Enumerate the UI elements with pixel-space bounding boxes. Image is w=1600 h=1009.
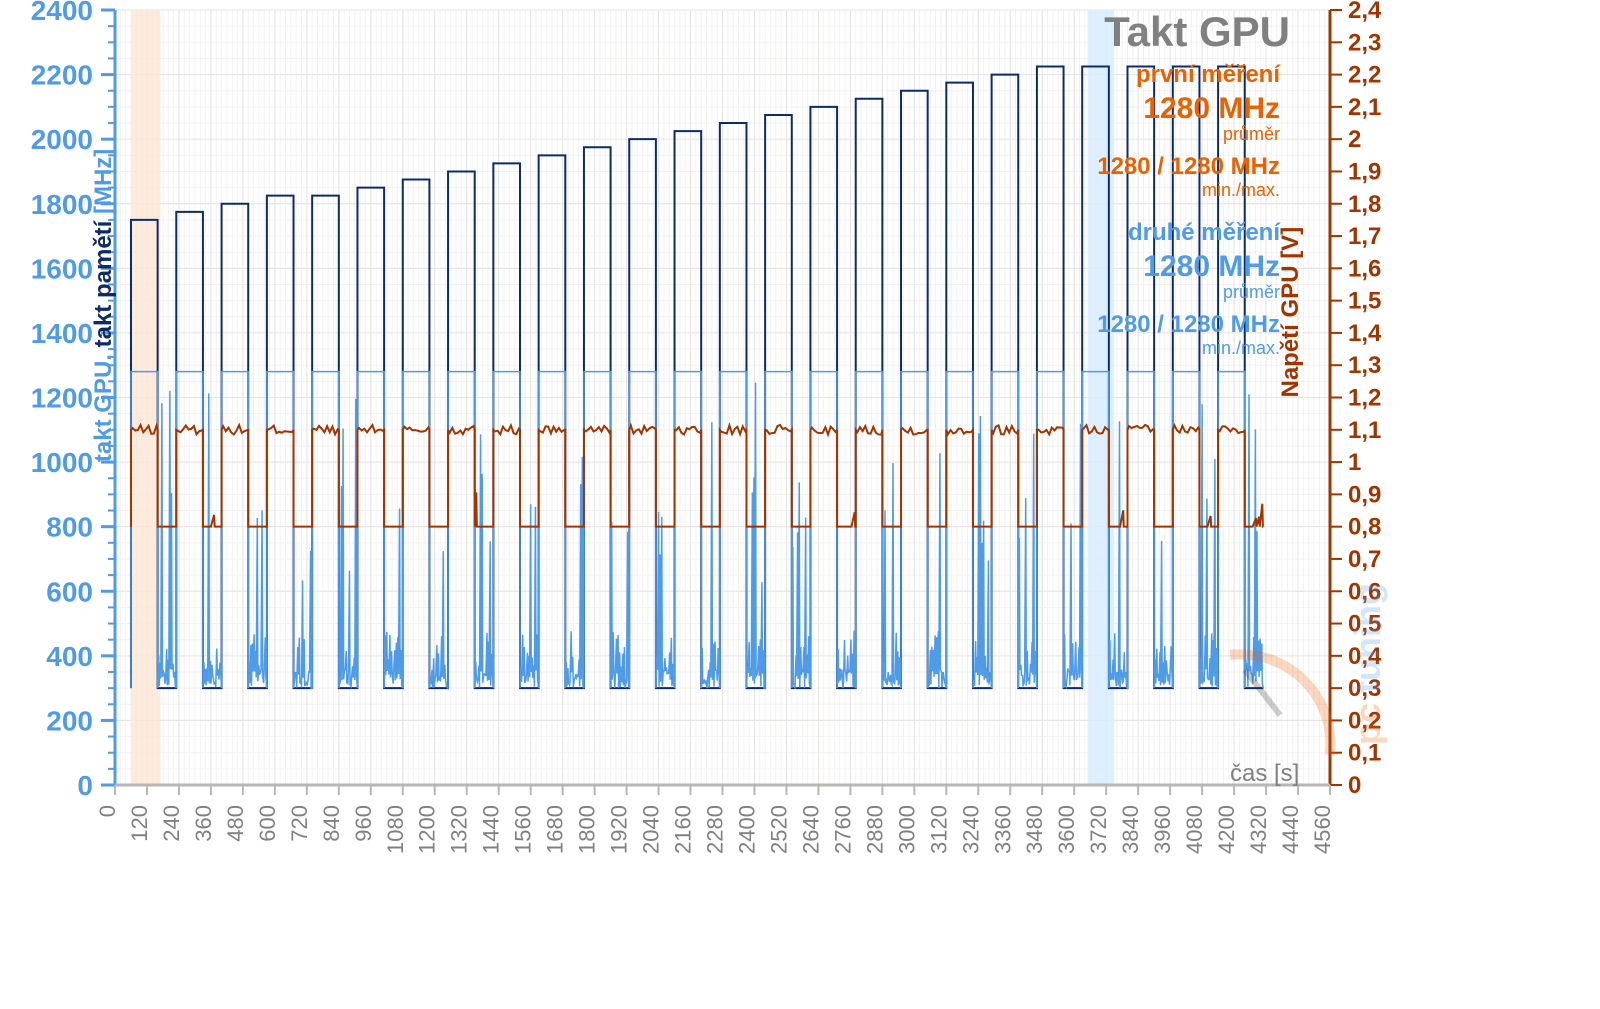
xtick: 1560: [511, 805, 536, 854]
ytick-right: 2,2: [1348, 62, 1381, 89]
xtick: 2280: [703, 805, 728, 854]
chart-title: Takt GPU: [1104, 8, 1290, 55]
ytick-right: 1: [1348, 449, 1361, 476]
xtick: 3600: [1054, 805, 1079, 854]
xtick: 4320: [1246, 805, 1271, 854]
xtick: 3960: [1150, 805, 1175, 854]
right-axis-title: Napětí GPU [V]: [1277, 227, 1304, 398]
ytick-left: 1200: [31, 383, 93, 414]
xtick: 840: [319, 805, 344, 842]
xtick: 2760: [830, 805, 855, 854]
ytick-right: 0: [1348, 772, 1361, 799]
annot-first-avg-sub: průměr: [1223, 124, 1280, 144]
xtick: 360: [191, 805, 216, 842]
xtick: 4440: [1278, 805, 1303, 854]
ytick-left: 200: [46, 705, 93, 736]
annot-second-label: druhé měření: [1128, 219, 1281, 246]
xtick: 3480: [1022, 805, 1047, 854]
xtick: 1200: [415, 805, 440, 854]
xtick: 4200: [1214, 805, 1239, 854]
ytick-right: 2,4: [1348, 0, 1382, 24]
xtick: 2640: [798, 805, 823, 854]
xtick: 1800: [575, 805, 600, 854]
xtick: 1320: [447, 805, 472, 854]
xtick: 240: [159, 805, 184, 842]
ytick-left: 0: [77, 770, 93, 801]
annot-first-range: 1280 / 1280 MHz: [1097, 153, 1280, 180]
ytick-right: 1,3: [1348, 352, 1381, 379]
ytick-right: 0,9: [1348, 481, 1381, 508]
watermark-text: pc tuning: [1347, 583, 1388, 745]
xtick: 1080: [383, 805, 408, 854]
annot-first-label: první měření: [1136, 61, 1281, 88]
ytick-right: 1,6: [1348, 255, 1381, 282]
ytick-left: 1800: [31, 189, 93, 220]
ytick-left: 2200: [31, 60, 93, 91]
xtick: 2880: [862, 805, 887, 854]
xtick: 4080: [1182, 805, 1207, 854]
xtick: 3720: [1086, 805, 1111, 854]
ytick-right: 1,1: [1348, 417, 1381, 444]
xtick: 480: [223, 805, 248, 842]
xtick: 1440: [479, 805, 504, 854]
ytick-right: 1,2: [1348, 385, 1381, 412]
ytick-left: 2000: [31, 124, 93, 155]
xtick: 2400: [734, 805, 759, 854]
annot-first-avg: 1280 MHz: [1143, 92, 1280, 125]
ytick-right: 1,7: [1348, 223, 1381, 250]
xtick: 3360: [990, 805, 1015, 854]
x-axis-title: čas [s]: [1230, 760, 1299, 787]
annot-second-range: 1280 / 1280 MHz: [1097, 311, 1280, 338]
ytick-right: 0,8: [1348, 514, 1381, 541]
xtick: 600: [255, 805, 280, 842]
annot-first-range-sub: min./max.: [1202, 180, 1280, 200]
annot-second-avg-sub: průměr: [1223, 282, 1280, 302]
xtick: 2040: [639, 805, 664, 854]
ytick-right: 1,9: [1348, 158, 1381, 185]
xtick: 720: [287, 805, 312, 842]
annot-second-avg: 1280 MHz: [1143, 250, 1280, 283]
gpu-clock-chart: 0200400600800100012001400160018002000220…: [0, 0, 1600, 1009]
ytick-left: 1600: [31, 253, 93, 284]
ytick-left: 400: [46, 641, 93, 672]
xtick: 2160: [671, 805, 696, 854]
ytick-right: 2: [1348, 126, 1361, 153]
ytick-right: 1,5: [1348, 288, 1381, 315]
left-axis-title: takt GPU, takt pamětí [MHz]: [90, 149, 117, 462]
xtick: 1920: [607, 805, 632, 854]
xtick: 3240: [958, 805, 983, 854]
ytick-left: 600: [46, 576, 93, 607]
xtick: 1680: [543, 805, 568, 854]
ytick-right: 1,4: [1348, 320, 1382, 347]
ytick-left: 1000: [31, 447, 93, 478]
ytick-right: 0,7: [1348, 546, 1381, 573]
xtick: 0: [95, 805, 120, 817]
xtick: 3120: [926, 805, 951, 854]
ytick-left: 1400: [31, 318, 93, 349]
ytick-left: 800: [46, 512, 93, 543]
ytick-right: 2,1: [1348, 94, 1381, 121]
annot-second-range-sub: min./max.: [1202, 338, 1280, 358]
xtick: 960: [351, 805, 376, 842]
xtick: 2520: [766, 805, 791, 854]
xtick: 3840: [1118, 805, 1143, 854]
xtick: 120: [127, 805, 152, 842]
ytick-right: 1,8: [1348, 191, 1381, 218]
ytick-right: 2,3: [1348, 29, 1381, 56]
xtick: 4560: [1310, 805, 1335, 854]
xtick: 3000: [894, 805, 919, 854]
ytick-left: 2400: [31, 0, 93, 26]
